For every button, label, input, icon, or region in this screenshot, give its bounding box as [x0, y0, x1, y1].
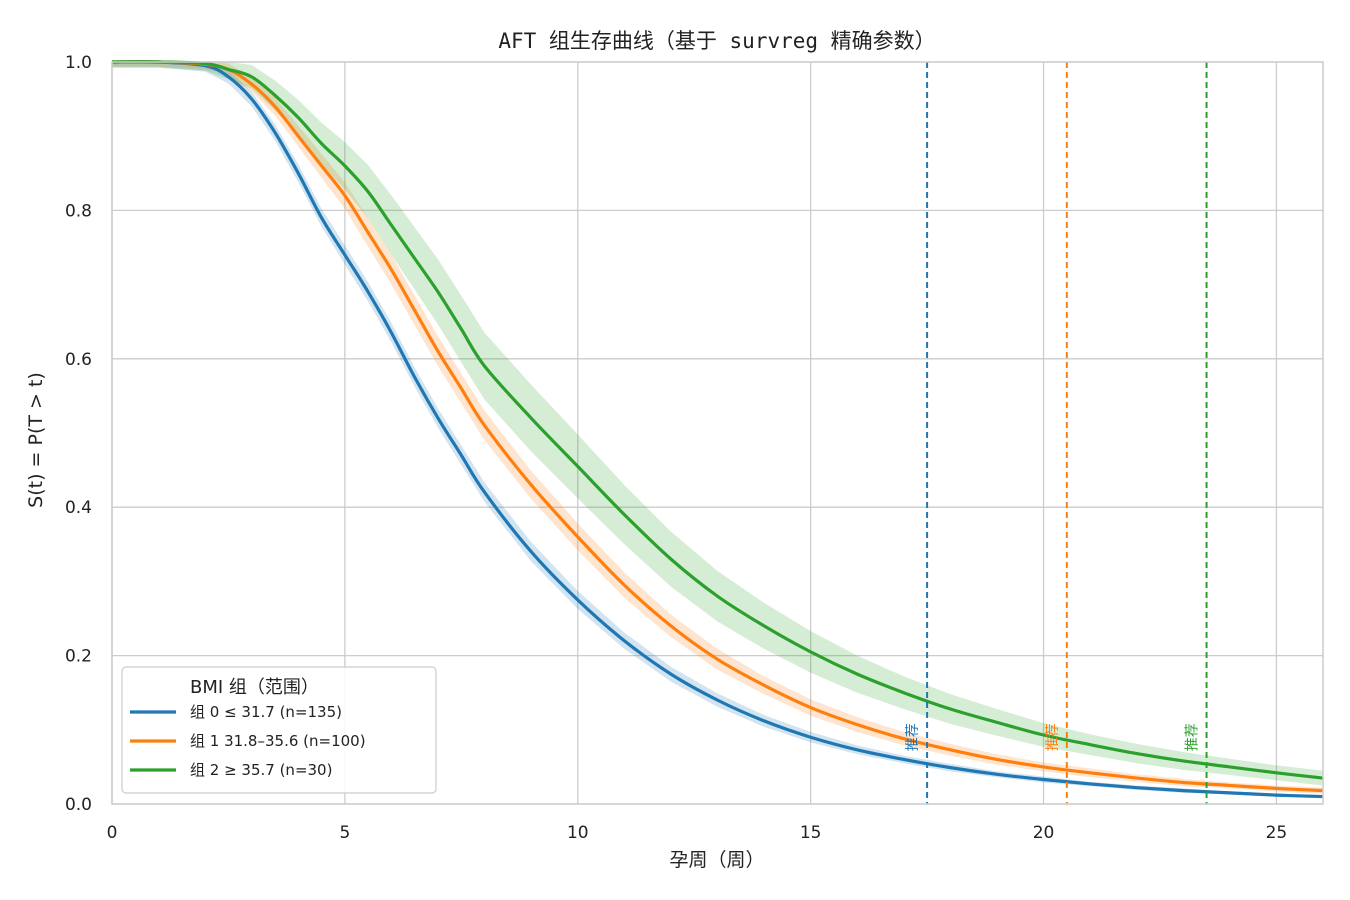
legend: BMI 组（范围） 组 0 ≤ 31.7 (n=135) 组 1 31.8–35.… — [121, 666, 437, 794]
y-tick-label: 0.6 — [65, 350, 92, 370]
x-axis-label: 孕周（周） — [669, 849, 764, 871]
legend-entry: 组 0 ≤ 31.7 (n=135) — [190, 703, 342, 721]
legend-box — [121, 666, 437, 794]
recommended-annotation: 推荐 — [1045, 723, 1061, 751]
plot-frame — [111, 61, 1324, 805]
x-tick-label: 25 — [1266, 823, 1288, 843]
x-tick-label: 5 — [339, 823, 350, 843]
y-tick-label: 0.8 — [65, 201, 92, 221]
survival-line — [111, 60, 1324, 799]
chart-title: AFT 组生存曲线（基于 survreg 精确参数） — [498, 29, 935, 53]
legend-title: BMI 组（范围） — [190, 677, 319, 698]
x-tick-label: 10 — [567, 823, 589, 843]
y-tick-label: 0.0 — [65, 795, 92, 815]
confidence-band — [112, 62, 1323, 786]
survival-line — [111, 60, 1324, 793]
y-axis-label: S(t) = P(T > t) — [25, 372, 47, 508]
x-tick-label: 0 — [107, 823, 118, 843]
survival-line — [111, 60, 1324, 780]
x-tick-label: 20 — [1033, 823, 1055, 843]
y-tick-label: 0.4 — [65, 498, 92, 518]
legend-entry: 组 1 31.8–35.6 (n=100) — [190, 732, 366, 750]
y-tick-label: 0.2 — [65, 647, 92, 667]
recommended-annotation: 推荐 — [1185, 723, 1201, 751]
legend-entry: 组 2 ≥ 35.7 (n=30) — [190, 761, 332, 779]
survival-lines — [111, 60, 1324, 799]
x-tick-label: 15 — [800, 823, 822, 843]
tick-labels: 0 5 10 15 20 25 0.0 0.2 0.4 0.6 0.8 1.0 — [65, 53, 1287, 843]
recommended-annotation: 推荐 — [905, 723, 921, 751]
y-tick-label: 1.0 — [65, 53, 92, 73]
confidence-bands — [112, 62, 1323, 799]
recommended-lines: 推荐 推荐 推荐 — [905, 62, 1208, 804]
